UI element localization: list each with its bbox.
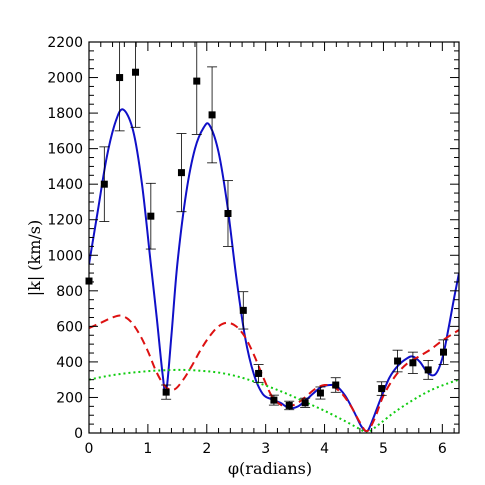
y-tick-label: 200 <box>56 390 83 406</box>
y-tick-label: 0 <box>74 426 83 442</box>
data-point <box>378 385 386 393</box>
y-tick-label: 1400 <box>47 177 83 193</box>
data-point <box>147 212 155 220</box>
x-axis-label: φ(radians) <box>228 459 312 478</box>
x-tick-label: 0 <box>85 441 94 457</box>
y-tick-label: 800 <box>56 284 83 300</box>
data-point <box>177 169 185 177</box>
y-tick-label: 1600 <box>47 142 83 158</box>
y-tick-label: 1200 <box>47 213 83 229</box>
x-tick-label: 4 <box>320 441 329 457</box>
axis-layer: 0 1 2 3 4 5 6 0 200 400 600 800 1000 1200 1400 1600 1800… <box>47 35 460 457</box>
data-point <box>409 359 417 367</box>
x-tick-label: 6 <box>438 441 447 457</box>
x-tick-label: 2 <box>202 441 211 457</box>
y-tick-label: 2000 <box>47 71 83 87</box>
plot-frame <box>88 41 460 434</box>
curve-layer <box>89 108 459 433</box>
data-point <box>301 399 309 407</box>
series-line-solid <box>89 108 459 433</box>
data-point <box>270 396 278 404</box>
y-tick-label: 400 <box>56 355 83 371</box>
data-point <box>132 68 140 76</box>
x-tick-label: 3 <box>261 441 270 457</box>
series-line-dotted <box>89 368 459 433</box>
data-point <box>316 389 324 397</box>
y-tick-label: 1800 <box>47 106 83 122</box>
y-tick-label: 2200 <box>47 35 83 51</box>
data-point <box>239 306 247 314</box>
data-point <box>332 381 340 389</box>
x-tick-label: 5 <box>379 441 388 457</box>
data-point <box>255 369 263 377</box>
y-tick-label: 600 <box>56 319 83 335</box>
y-tick-label: 1000 <box>47 248 83 264</box>
data-point <box>208 111 216 119</box>
data-point <box>424 366 432 374</box>
data-point <box>100 180 108 188</box>
y-axis-label: |k| (km/s) <box>25 220 44 297</box>
data-point <box>440 348 448 356</box>
series-line-dashed <box>89 314 459 433</box>
x-tick-label: 1 <box>143 441 152 457</box>
data-point <box>224 210 232 218</box>
data-point <box>394 357 402 365</box>
point-layer <box>85 41 449 411</box>
data-point <box>116 74 124 82</box>
data-point <box>285 401 293 409</box>
data-point <box>162 388 170 396</box>
data-point <box>193 77 201 85</box>
